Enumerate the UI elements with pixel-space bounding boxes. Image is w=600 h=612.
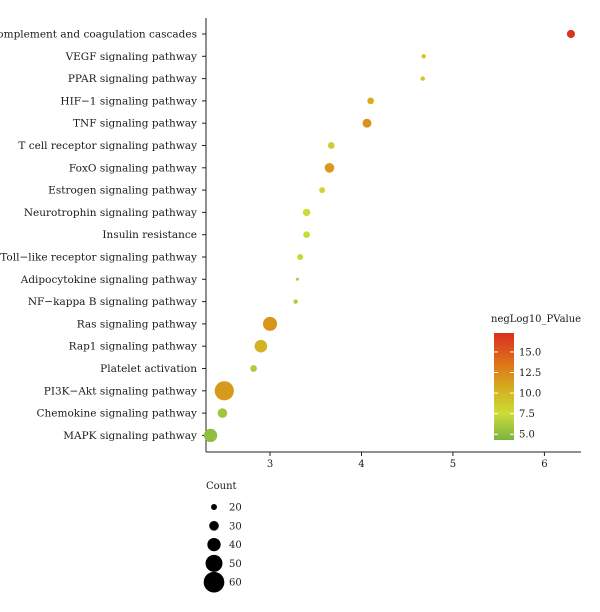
size-legend-dot	[207, 537, 221, 552]
data-point	[319, 187, 326, 194]
size-legend-dot	[205, 554, 223, 572]
category-label: FoxO signaling pathway	[69, 162, 197, 174]
data-point	[295, 277, 299, 281]
data-point	[297, 254, 304, 260]
category-label: MAPK signaling pathway	[63, 430, 197, 442]
size-legend-label: 50	[229, 559, 242, 570]
data-point	[302, 208, 311, 217]
size-legend: Count 20 30 40 50 60	[203, 481, 242, 593]
category-label: Chemokine signaling pathway	[37, 408, 198, 420]
data-point	[263, 316, 278, 331]
colorbar-label: 15.0	[519, 347, 541, 358]
category-label: Platelet activation	[100, 363, 197, 375]
data-point	[293, 299, 298, 304]
category-label: Toll−like receptor signaling pathway	[0, 252, 197, 264]
plot-axes	[205, 18, 581, 453]
color-legend-title: negLog10_PValue	[491, 314, 581, 325]
data-point	[420, 76, 426, 81]
category-label: HIF−1 signaling pathway	[60, 95, 197, 107]
size-legend-dot	[209, 520, 219, 531]
size-legend-dot	[211, 504, 217, 510]
category-label: VEGF signaling pathway	[65, 51, 197, 63]
category-label: Estrogen signaling pathway	[48, 185, 197, 197]
size-legend-label: 40	[229, 540, 242, 551]
data-point	[362, 118, 372, 128]
data-point	[327, 142, 335, 149]
size-legend-label: 30	[229, 521, 242, 532]
data-point	[214, 381, 234, 401]
category-label: Adipocytokine signaling pathway	[20, 274, 197, 286]
category-label: Rap1 signaling pathway	[69, 341, 197, 353]
category-label: Complement and coagulation cascades	[0, 29, 197, 41]
x-tick-label: 5	[450, 459, 456, 470]
data-point	[324, 162, 335, 173]
colorbar-label: 7.5	[519, 409, 535, 420]
data-point	[254, 339, 268, 353]
category-label: Insulin resistance	[102, 229, 197, 241]
x-tick-label: 4	[358, 459, 364, 470]
data-point	[367, 97, 374, 105]
category-label: Ras signaling pathway	[77, 318, 197, 330]
x-tick-label: 3	[267, 459, 273, 470]
category-label: Neurotrophin signaling pathway	[24, 207, 197, 219]
data-point	[203, 428, 218, 443]
size-legend-title: Count	[206, 481, 237, 492]
colorbar	[494, 333, 514, 440]
category-label: T cell receptor signaling pathway	[18, 140, 197, 152]
colorbar-label: 10.0	[519, 389, 541, 400]
size-legend-label: 60	[229, 578, 242, 589]
size-legend-label: 20	[229, 503, 242, 514]
category-label: PI3K−Akt signaling pathway	[44, 385, 197, 397]
data-points	[203, 29, 576, 443]
category-label: TNF signaling pathway	[73, 118, 197, 130]
color-legend: negLog10_PValue 5.0 7.5 10.0 12.5 15.0	[491, 314, 581, 441]
data-point	[217, 408, 228, 418]
size-legend-dot	[203, 571, 225, 593]
colorbar-label: 12.5	[519, 368, 541, 379]
y-axis-category-labels: Complement and coagulation cascades VEGF …	[0, 29, 206, 442]
x-axis-ticks: 3 4 5 6	[267, 452, 548, 470]
category-label: NF−kappa B signaling pathway	[28, 296, 197, 308]
data-point	[250, 365, 257, 372]
x-tick-label: 6	[541, 459, 547, 470]
data-point	[421, 54, 426, 59]
data-point	[303, 231, 310, 239]
colorbar-label: 5.0	[519, 430, 535, 441]
category-label: PPAR signaling pathway	[68, 73, 197, 85]
data-point	[566, 29, 576, 39]
